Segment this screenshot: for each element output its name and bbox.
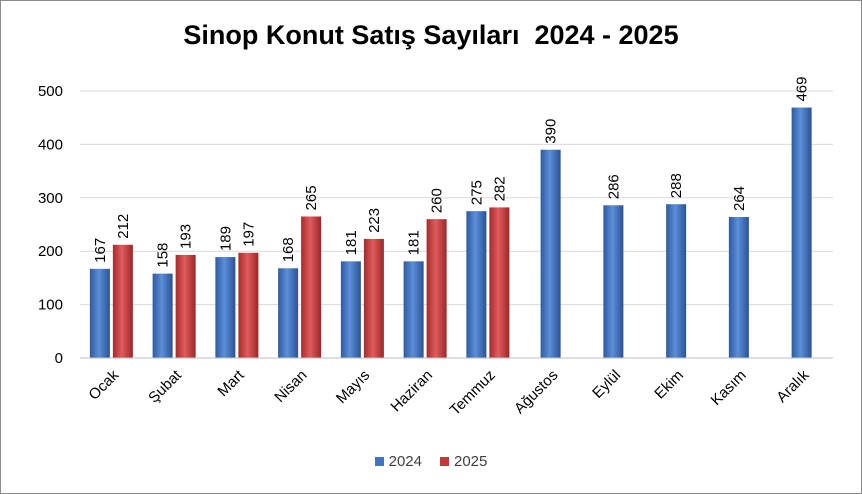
bar-2024-5 (403, 261, 424, 358)
data-label: 264 (731, 186, 748, 211)
data-label: 212 (115, 214, 132, 239)
data-label: 189 (217, 226, 234, 251)
data-label: 181 (343, 230, 360, 255)
bar-2024-0 (89, 268, 110, 358)
legend-label-2024: 2024 (388, 453, 422, 470)
x-tick-label: Nisan (271, 367, 310, 406)
bar-2025-3 (301, 216, 322, 358)
x-tick-label: Haziran (387, 367, 436, 416)
data-label: 197 (240, 222, 257, 247)
bar-2024-11 (791, 107, 812, 358)
x-tick-label: Temmuz (447, 367, 499, 419)
x-tick-label: Ocak (85, 366, 122, 403)
x-tick-label: Mart (214, 366, 248, 400)
data-label: 168 (280, 237, 297, 262)
data-label: 167 (92, 238, 109, 263)
bar-2024-8 (603, 205, 624, 358)
data-label: 390 (543, 119, 560, 144)
data-label: 265 (303, 185, 320, 210)
data-label: 193 (178, 224, 195, 249)
y-tick-label: 500 (38, 83, 63, 100)
x-tick-label: Ekim (651, 367, 687, 403)
y-tick-label: 200 (38, 243, 63, 260)
bar-2024-6 (466, 211, 487, 358)
bar-2025-1 (175, 254, 196, 358)
bar-2024-9 (666, 204, 687, 358)
legend-item-2024: 2024 (374, 453, 422, 470)
bar-2024-4 (340, 261, 361, 358)
data-label: 158 (155, 243, 172, 268)
bar-2024-2 (215, 257, 236, 358)
bar-2024-3 (278, 268, 299, 358)
legend-swatch-2025 (440, 457, 449, 466)
legend-label-2025: 2025 (454, 453, 488, 470)
x-tick-label: Ağustos (511, 367, 561, 417)
data-label: 275 (468, 180, 485, 205)
data-label: 469 (794, 77, 811, 102)
bar-2024-10 (728, 217, 749, 358)
legend-swatch-2024 (374, 457, 384, 466)
bar-2024-1 (152, 273, 173, 358)
x-tick-label: Mayıs (333, 367, 373, 407)
bar-2025-6 (489, 207, 510, 358)
data-label: 260 (429, 188, 446, 213)
bar-2025-4 (363, 238, 384, 358)
y-tick-label: 300 (38, 190, 63, 207)
bar-2025-2 (238, 252, 259, 358)
legend-item-2025: 2025 (440, 453, 487, 470)
data-label: 223 (366, 208, 383, 233)
y-tick-label: 0 (55, 350, 63, 367)
data-label: 286 (605, 174, 622, 199)
data-label: 181 (406, 230, 423, 255)
bar-2025-5 (426, 219, 447, 358)
x-tick-label: Aralık (773, 366, 812, 405)
x-tick-label: Şubat (145, 366, 185, 406)
bar-2025-0 (112, 244, 133, 358)
data-label: 282 (491, 176, 508, 201)
bar-2024-7 (540, 149, 561, 358)
y-tick-label: 400 (38, 136, 63, 153)
chart-title: Sinop Konut Satış Sayıları 2024 - 2025 (183, 20, 679, 50)
x-tick-label: Kasım (708, 367, 750, 409)
x-tick-label: Eylül (589, 367, 624, 402)
data-label: 288 (668, 173, 685, 198)
y-tick-label: 100 (38, 297, 63, 314)
legend: 2024 2025 (0, 453, 862, 470)
